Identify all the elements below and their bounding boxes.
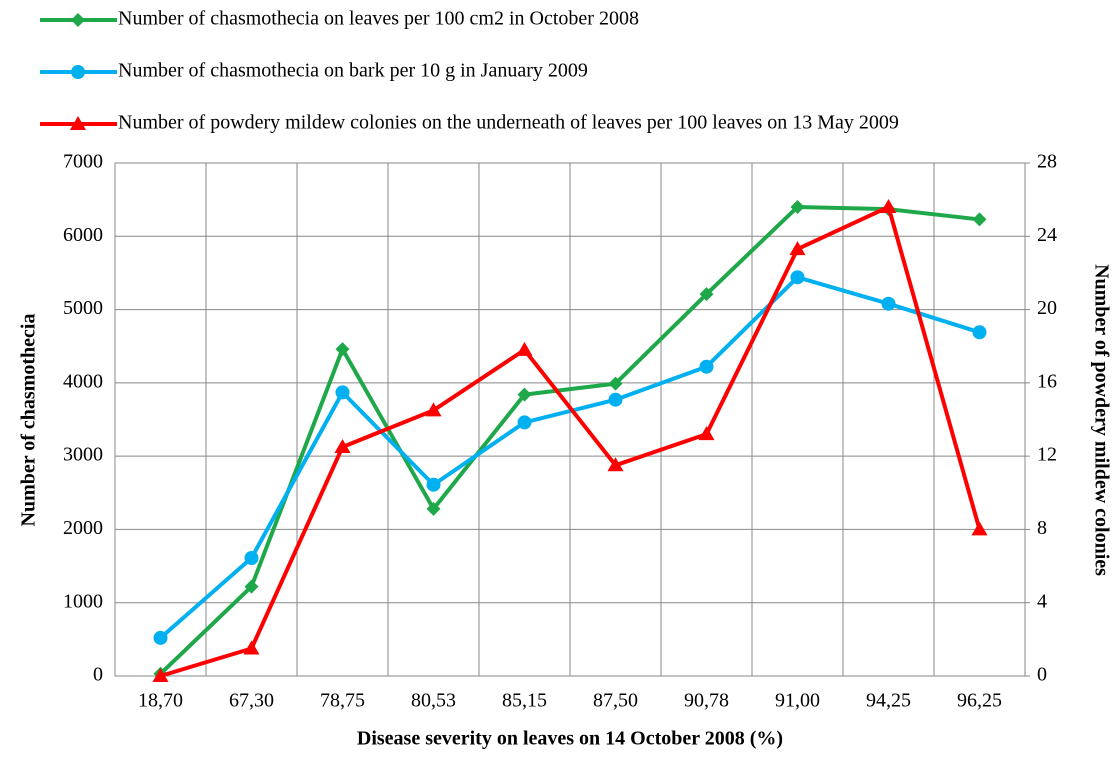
data-point [971,521,988,536]
legend-marker [70,116,86,130]
legend-label: Number of chasmothecia on leaves per 100… [118,8,639,30]
data-point [244,579,259,594]
data-point [699,287,714,302]
x-tick-label: 18,70 [138,690,183,712]
data-point [153,630,168,645]
legend-label: Number of chasmothecia on bark per 10 g … [118,60,588,82]
series-line [159,204,980,676]
x-tick-label: 85,15 [502,690,547,712]
data-point [243,640,260,655]
y-tick-label: 6000 [63,224,103,246]
data-point [516,341,533,356]
x-tick-label: 96,25 [957,690,1002,712]
x-tick-label: 91,00 [775,690,820,712]
x-axis-title: Disease severity on leaves on 14 October… [357,728,783,750]
data-point [425,402,442,417]
data-point [335,342,350,357]
data-point [244,551,259,566]
y-tick-label: 3000 [63,444,103,466]
data-point [789,241,806,256]
data-point [881,296,896,311]
x-tick-label: 67,30 [229,690,274,712]
y2-tick-label: 8 [1037,517,1047,539]
y2-axis-title: Number of powdery mildew colonies [1090,264,1112,576]
y2-tick-label: 20 [1037,297,1057,319]
y-tick-label: 2000 [63,517,103,539]
y2-tick-label: 4 [1037,590,1047,612]
y-tick-label: 1000 [63,590,103,612]
series-line [159,275,981,640]
x-tick-label: 94,25 [866,690,911,712]
data-point [790,199,805,214]
data-point [517,387,532,402]
series-line [159,204,982,678]
data-point [607,457,624,472]
legend-marker [71,65,85,79]
legend-marker [71,13,85,27]
data-point [699,359,714,374]
data-point [426,477,441,492]
plot-frame [114,162,1026,677]
data-point [880,198,897,213]
y-tick-label: 5000 [63,297,103,319]
data-point [608,392,623,407]
data-point [608,376,623,391]
y2-tick-label: 28 [1037,151,1057,173]
x-tick-label: 80,53 [411,690,456,712]
y2-tick-label: 16 [1037,370,1057,392]
y2-tick-label: 12 [1037,444,1057,466]
data-point [152,668,169,682]
data-point [972,212,987,227]
x-tick-label: 78,75 [320,690,365,712]
y2-tick-label: 0 [1037,664,1047,686]
x-tick-label: 90,78 [684,690,729,712]
data-point [334,438,351,453]
data-point [426,501,441,516]
data-point [698,426,715,441]
legend-label: Number of powdery mildew colonies on the… [118,112,899,134]
data-point [790,270,805,285]
y-tick-label: 7000 [63,151,103,173]
data-point [517,415,532,430]
y-axis-title: Number of chasmothecia [18,314,40,527]
y-tick-label: 0 [93,664,103,686]
y2-tick-label: 24 [1037,224,1057,246]
data-point [335,385,350,400]
y-tick-label: 4000 [63,370,103,392]
x-tick-label: 87,50 [593,690,638,712]
data-point [972,325,987,340]
